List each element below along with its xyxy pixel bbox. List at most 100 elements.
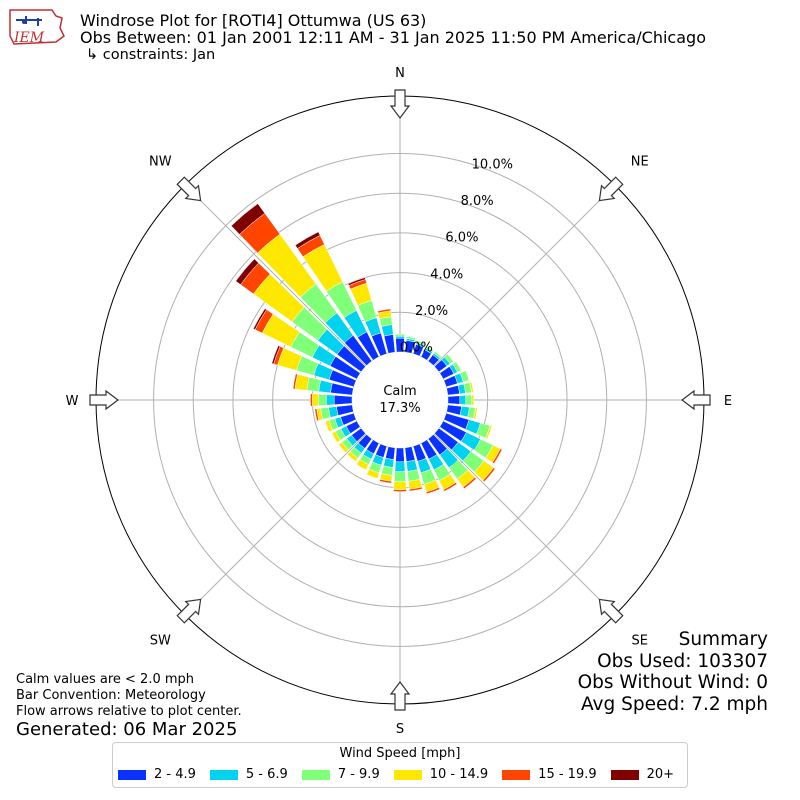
wind-bar-segment <box>447 395 461 405</box>
wind-bar-segment <box>324 419 333 433</box>
legend-item: 5 - 6.9 <box>209 767 288 782</box>
wind-bar-segment <box>393 471 407 482</box>
wind-bar-segment <box>425 486 441 495</box>
legend-item: 2 - 4.9 <box>118 767 196 782</box>
flow-arrow-icon <box>389 681 411 711</box>
wind-bar-segment <box>433 351 443 359</box>
legend-swatch <box>118 769 146 780</box>
flow-arrow-icon <box>176 176 202 202</box>
calm-label: Calm <box>383 384 416 399</box>
wind-bar-segment <box>452 361 462 373</box>
wind-bar-segment <box>385 446 396 460</box>
wind-bar-segment <box>465 394 473 406</box>
angular-gridline <box>184 184 367 367</box>
legend-label: 20+ <box>646 767 675 782</box>
radial-tick-label: 8.0% <box>461 194 494 209</box>
wind-bar-segment <box>491 448 503 464</box>
wind-bar-segment <box>318 379 333 394</box>
wind-bar-segment <box>312 393 319 407</box>
generated-date: Generated: 06 Mar 2025 <box>16 719 238 740</box>
compass-label: N <box>395 66 405 81</box>
wind-bar-segment <box>318 393 327 407</box>
compass-label: W <box>66 394 79 409</box>
wind-bar-segment <box>485 425 493 440</box>
radial-tick-label: 10.0% <box>472 157 513 172</box>
legend-swatch <box>209 769 238 780</box>
legend-item: 7 - 9.9 <box>301 767 380 782</box>
wind-bar-segment <box>406 459 418 472</box>
legend: Wind Speed [mph] 2 - 4.9 5 - 6.9 7 - 9.9 10… <box>112 742 688 788</box>
compass-label: NW <box>149 154 172 169</box>
wind-bar-segment <box>306 376 322 392</box>
flow-arrow-icon <box>681 389 711 411</box>
compass-label: SW <box>150 634 171 649</box>
summary-box: Summary Obs Used: 103307 Obs Without Win… <box>578 629 768 715</box>
compass-label: S <box>396 722 404 737</box>
legend-swatch <box>502 769 531 780</box>
wind-bar-segment <box>230 203 266 235</box>
wind-bars <box>230 203 503 495</box>
flow-arrow-icon <box>598 598 624 624</box>
wind-bar-segment <box>459 395 467 405</box>
flow-arrows-note: Flow arrows relative to plot center. <box>16 704 242 719</box>
bar-convention-note: Bar Convention: Meteorology <box>16 688 206 703</box>
summary-obs-used: Obs Used: 103307 <box>597 650 768 672</box>
wind-bar-segment <box>366 468 380 479</box>
chart-title: Windrose Plot for [ROTI4] Ottumwa (US 63… <box>80 11 427 30</box>
legend-label: 2 - 4.9 <box>154 767 196 782</box>
angular-gridline <box>184 433 367 616</box>
wind-bar-segment <box>294 231 321 249</box>
wind-bar-segment <box>347 277 366 286</box>
calm-circle <box>352 352 448 448</box>
wind-bar-segment <box>471 394 475 406</box>
wind-bar-segment <box>395 333 405 337</box>
summary-obs-without-wind: Obs Without Wind: 0 <box>577 672 768 693</box>
iem-logo: IEM <box>9 9 65 46</box>
flow-arrow-icon <box>389 89 411 119</box>
calm-value: 17.3% <box>379 401 420 416</box>
wind-bar-segment <box>271 345 281 365</box>
compass-label: E <box>724 394 732 409</box>
radial-tick-label: 4.0% <box>430 267 463 282</box>
flow-arrow-icon <box>598 176 624 202</box>
summary-avg-speed: Avg Speed: 7.2 mph <box>580 693 768 715</box>
chart-subtitle-period: Obs Between: 01 Jan 2001 12:11 AM - 31 J… <box>80 28 706 47</box>
legend-item: 20+ <box>610 767 675 782</box>
compass-label: NE <box>631 154 649 169</box>
legend-items: 2 - 4.9 5 - 6.9 7 - 9.9 10 - 14.9 15 - 19.9 2… <box>118 767 688 782</box>
wind-bar-segment <box>377 308 392 314</box>
wind-bar-segment <box>446 385 460 396</box>
wind-bar-segment <box>252 308 267 330</box>
flow-arrow-icon <box>89 389 119 411</box>
wind-bar-segment <box>444 353 454 365</box>
wind-bar-segment <box>292 373 298 390</box>
radial-tick-label: 0.0% <box>400 341 433 356</box>
flow-arrow-icon <box>176 598 202 624</box>
wind-bar-segment <box>408 486 423 492</box>
legend-title: Wind Speed [mph] <box>339 746 461 761</box>
wind-bar-segment <box>331 431 341 443</box>
wind-bar-segment <box>424 345 434 353</box>
legend-label: 7 - 9.9 <box>337 767 380 782</box>
wind-bar-segment <box>235 258 259 285</box>
svg-text:IEM: IEM <box>13 30 45 46</box>
summary-title: Summary <box>678 629 768 650</box>
wind-bar-segment <box>443 482 458 492</box>
wind-bar-segment <box>473 407 478 420</box>
angular-gridline <box>433 184 616 367</box>
legend-label: 15 - 19.9 <box>538 767 597 782</box>
wind-bar-segment <box>314 408 320 422</box>
compass-label: SE <box>631 634 647 649</box>
wind-bar-segment <box>393 481 407 490</box>
chart-subtitle-constraints: ↳ constraints: Jan <box>86 47 216 63</box>
legend-swatch <box>610 769 639 780</box>
wind-bar-segment <box>333 395 353 405</box>
legend-swatch <box>301 769 330 780</box>
wind-bar-segment <box>346 451 359 462</box>
wind-bar-segment <box>416 340 426 346</box>
wind-bar-segment <box>395 447 405 463</box>
wind-bar-segment <box>325 394 335 406</box>
wind-bar-segment <box>469 381 474 393</box>
wind-bar-segment <box>379 478 392 484</box>
